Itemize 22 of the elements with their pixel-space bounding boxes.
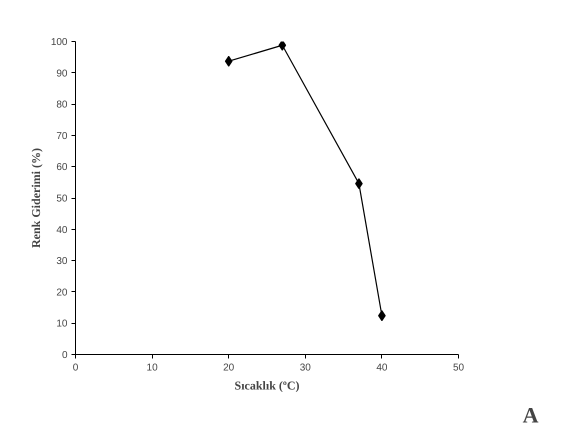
y-tick-label: 0: [62, 350, 68, 361]
y-tick-label: 90: [56, 68, 68, 80]
y-tick-label: 20: [56, 287, 68, 298]
y-tick-label: 40: [56, 224, 68, 236]
x-tick-label: 50: [452, 362, 464, 374]
point: [224, 56, 233, 67]
y-tick-label: 80: [56, 100, 68, 111]
y-tick-label: 50: [56, 194, 68, 204]
y-tick-label: 30: [56, 256, 68, 268]
y-axis-title: Renk Giderimi (%): [28, 148, 43, 248]
y-tick-label: 60: [56, 162, 68, 174]
x-axis-title: Sıcaklık (ºC): [234, 378, 300, 392]
y-tick-label: 70: [56, 130, 68, 142]
x-tick-label: 40: [376, 362, 388, 374]
point: [278, 42, 286, 51]
y-tick-label: 100: [50, 37, 68, 48]
y-tick-label: 10: [56, 318, 68, 330]
text: A: [522, 402, 539, 428]
x-tick-label: 10: [146, 362, 158, 374]
x-tick-label: 30: [300, 362, 312, 374]
x-tick-label: 0: [72, 362, 79, 374]
x-tick-label: 20: [223, 362, 235, 374]
